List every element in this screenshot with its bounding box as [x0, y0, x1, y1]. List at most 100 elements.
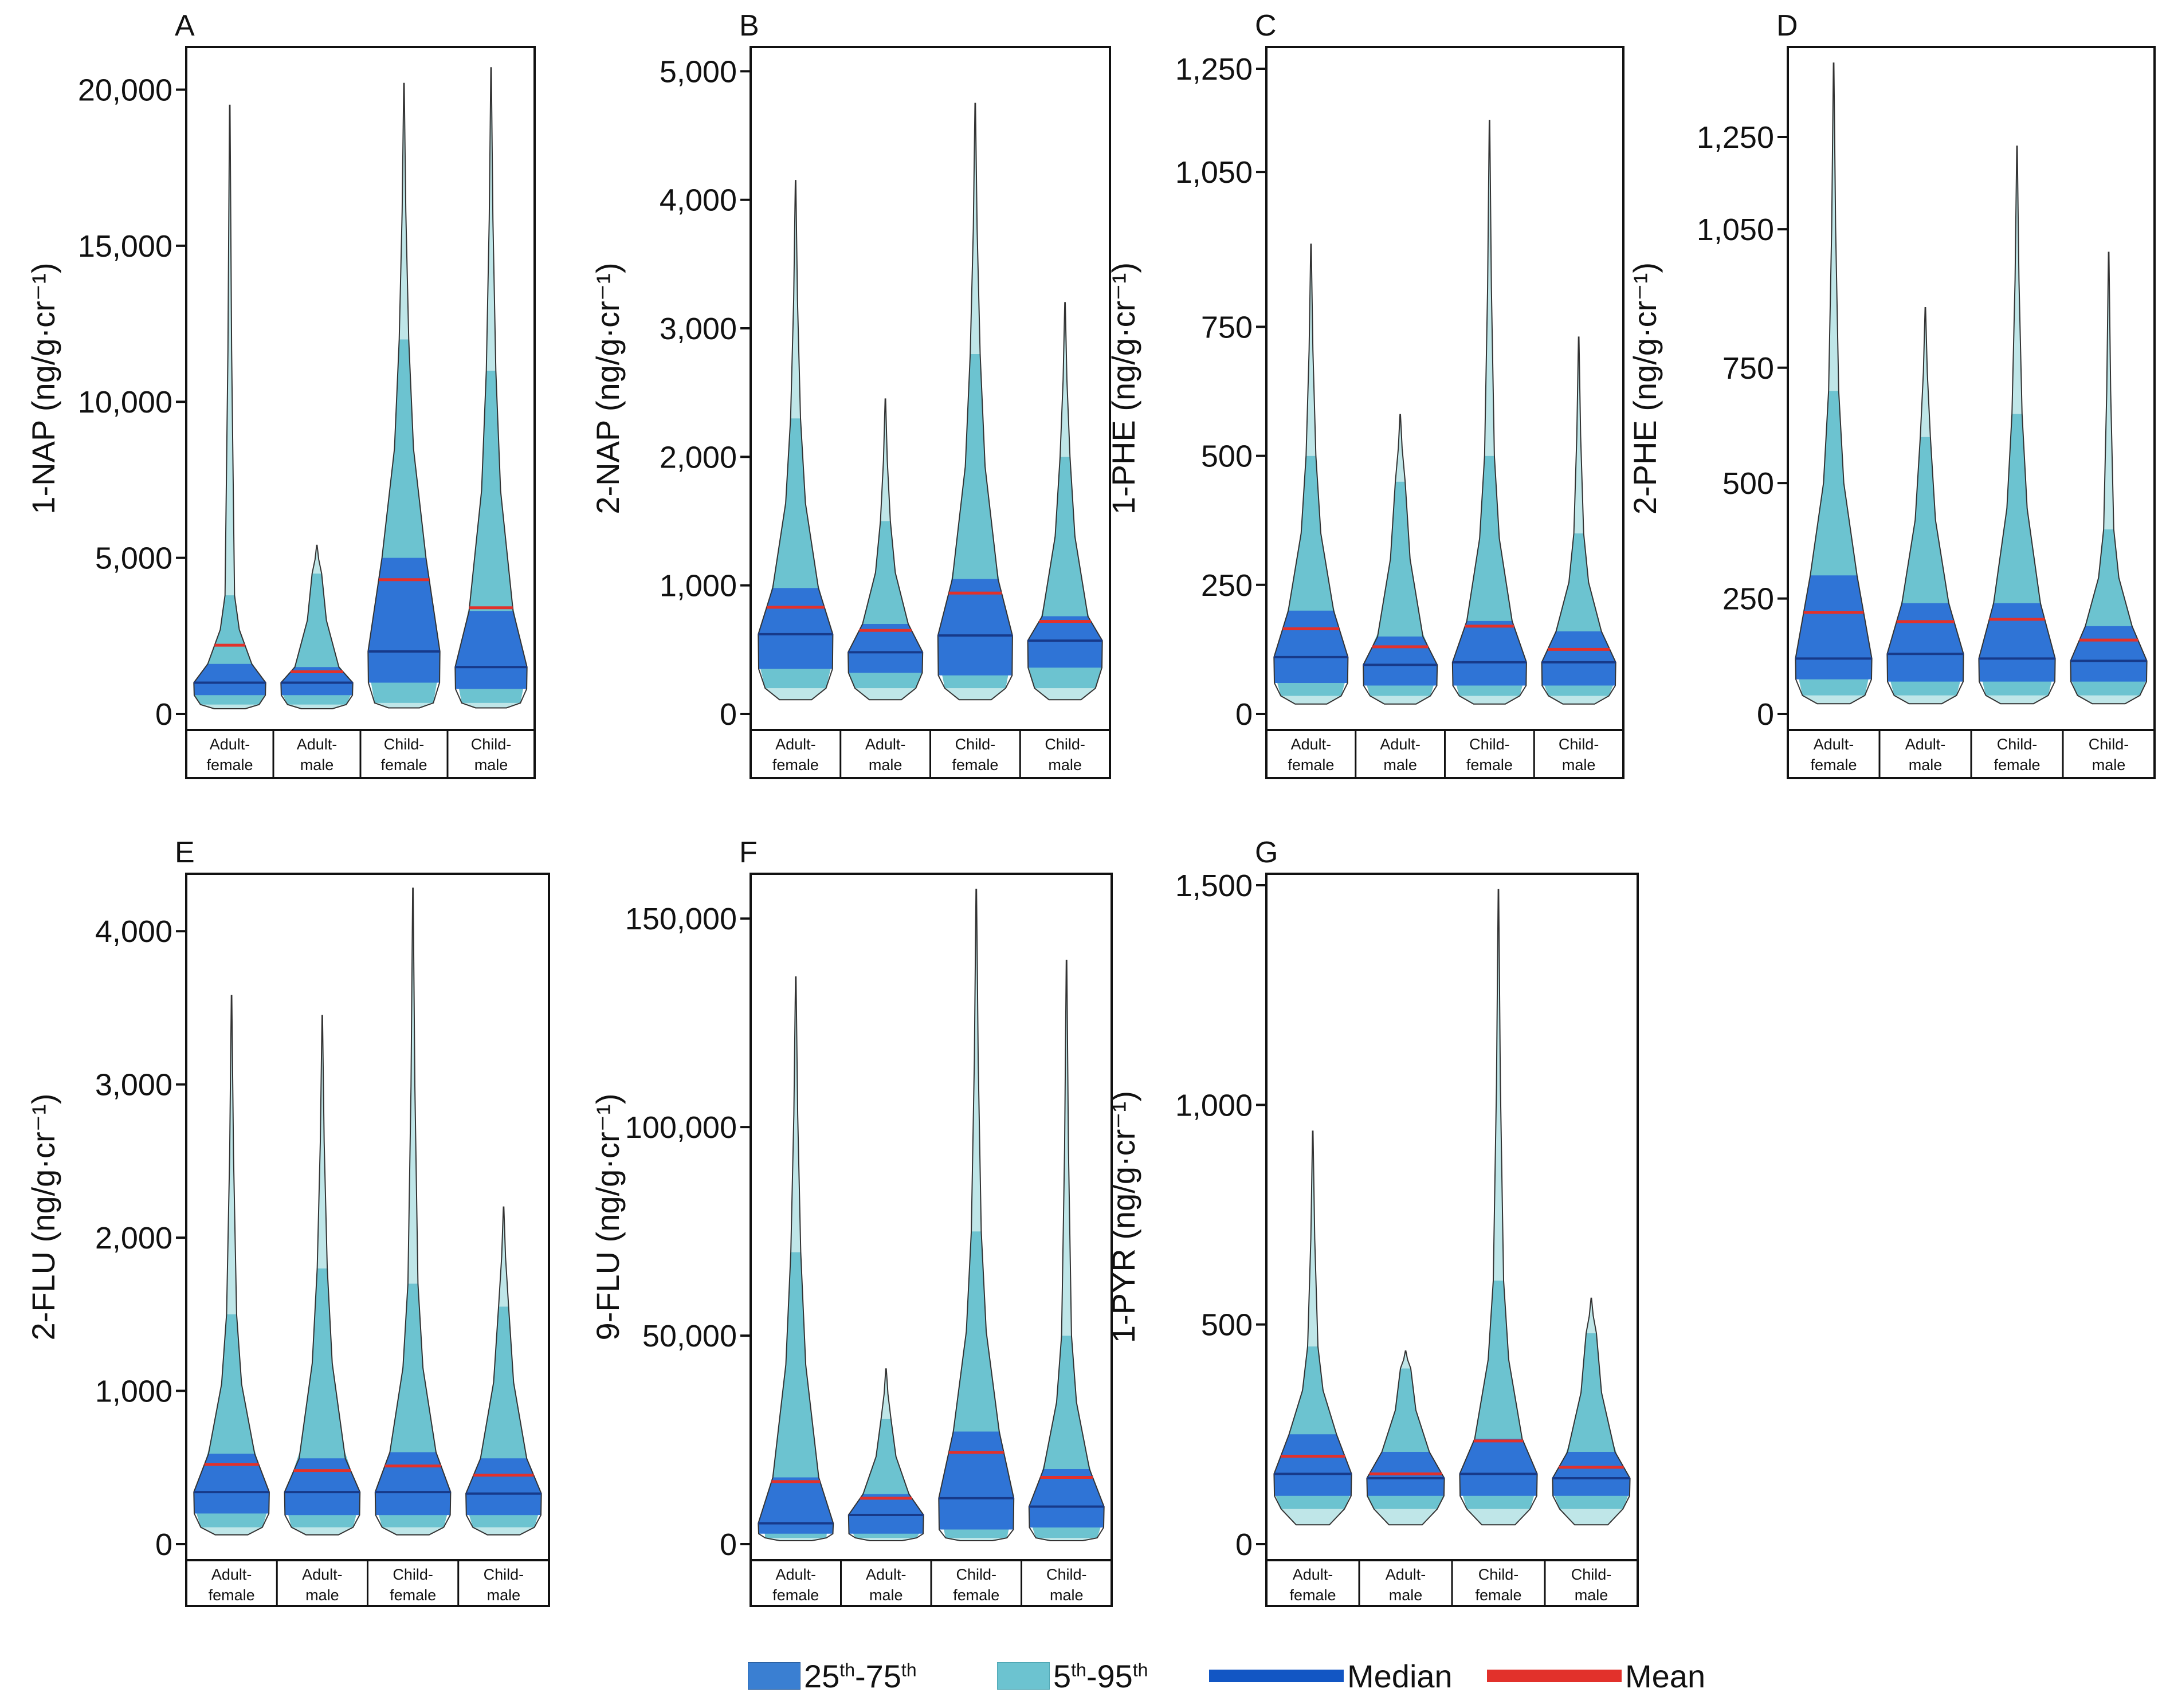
violin-25-75-band — [375, 1452, 451, 1515]
legend-swatch-median — [1209, 1670, 1344, 1682]
category-label-line2: male — [1562, 756, 1596, 773]
panel-letter: A — [175, 9, 195, 42]
y-tick-label: 0 — [720, 697, 737, 732]
violin-tail-band — [382, 1527, 444, 1535]
violin-upper-tail — [225, 105, 235, 595]
violin-upper-tail — [1920, 308, 1930, 437]
category-label-line1: Child- — [471, 736, 512, 753]
legend-swatch-iqr — [748, 1662, 801, 1690]
violin-upper-tail — [1060, 303, 1070, 457]
y-axis-label: 1-NAP (ng/g·cr⁻¹) — [25, 262, 61, 514]
violin-25-75-band — [1459, 1439, 1537, 1496]
violin-tail-band — [473, 1527, 535, 1535]
violin-outline — [758, 976, 834, 1541]
legend-label-range: 5th-95th — [1053, 1658, 1148, 1694]
violin-tail-band — [374, 702, 434, 708]
violin-upper-tail — [1484, 120, 1494, 456]
violin-tail-band — [765, 1538, 827, 1541]
category-label-line2: female — [953, 1587, 999, 1604]
category-label-line1: Adult- — [866, 1566, 907, 1583]
legend-swatch-range — [997, 1662, 1050, 1690]
y-tick-label: 2,000 — [660, 440, 737, 474]
category-label-line1: Adult- — [1380, 736, 1421, 753]
category-label-line1: Adult- — [210, 736, 250, 753]
violin-tail-band — [1466, 1509, 1531, 1525]
y-axis-label: 9-FLU (ng/g·cr⁻¹) — [590, 1094, 626, 1341]
panel-a: A 1-NAP (ng/g·cr⁻¹) 0 5,000 10,000 15,000 20,0… — [25, 9, 536, 779]
panel-letter: B — [739, 9, 759, 42]
violin-upper-tail — [1586, 1298, 1596, 1333]
y-tick-label: 20,000 — [78, 73, 172, 107]
violin-25-75-band — [466, 1458, 542, 1515]
violin-tail-band — [944, 688, 1006, 700]
violin-upper-tail — [1306, 244, 1316, 456]
violin-outline — [1451, 120, 1527, 705]
violin-tail-band — [201, 1527, 262, 1535]
violin-upper-tail — [790, 180, 801, 419]
y-tick-label: 150,000 — [625, 902, 737, 936]
violin-25-75-band — [281, 667, 353, 696]
violin-upper-tail — [971, 889, 982, 1232]
y-tick-label: 250 — [1201, 568, 1253, 603]
y-tick-label: 250 — [1722, 582, 1774, 617]
violin-tail-band — [855, 1538, 917, 1541]
category-label-line2: male — [869, 756, 902, 773]
category-label-line2: female — [209, 1587, 255, 1604]
category-label-line2: female — [1289, 1587, 1336, 1604]
category-label-line2: male — [1909, 756, 1943, 773]
y-tick-label: 4,000 — [660, 183, 737, 218]
category-label-line2: female — [206, 756, 253, 773]
violin-tail-band — [1459, 696, 1520, 704]
violin-upper-tail — [486, 68, 496, 371]
violin-25-75-band — [1027, 616, 1102, 668]
legend-item-mean: Mean — [1487, 1650, 1705, 1702]
violin-25-75-band — [1979, 603, 2055, 682]
category-label-line2: female — [1288, 756, 1334, 773]
legend-item-range: 5th-95th — [997, 1650, 1148, 1702]
category-label-line1: Adult- — [775, 1566, 816, 1583]
category-label-line1: Adult- — [865, 736, 906, 753]
category-label-line2: female — [772, 1587, 819, 1604]
y-tick-label: 1,250 — [1697, 120, 1774, 155]
violin-25-75-band — [194, 1454, 269, 1514]
category-label-line1: Adult- — [1814, 736, 1854, 753]
y-tick-label: 3,000 — [95, 1068, 172, 1102]
violin-upper-tail — [317, 1015, 328, 1269]
violin-upper-tail — [1574, 337, 1584, 533]
y-axis-label: 2-PHE (ng/g·cr⁻¹) — [1627, 262, 1663, 515]
violin-tail-band — [1035, 1538, 1097, 1541]
violin-tail-band — [855, 688, 916, 700]
y-tick-label: 0 — [720, 1528, 737, 1562]
category-label-line2: female — [1994, 756, 2040, 773]
violin-upper-tail — [1828, 63, 1839, 391]
category-label-line1: Child- — [1997, 736, 2038, 753]
category-label-line1: Child- — [1469, 736, 1510, 753]
violin-upper-tail — [1061, 960, 1072, 1336]
violin-upper-tail — [1493, 889, 1504, 1281]
violin-outline — [847, 1368, 924, 1541]
y-tick-label: 5,000 — [95, 541, 172, 576]
violin-outline — [938, 889, 1015, 1541]
y-tick-label: 10,000 — [78, 385, 172, 419]
violin-25-75-band — [937, 579, 1013, 676]
violin-tail-band — [1034, 688, 1096, 700]
violin-upper-tail — [499, 1207, 509, 1307]
category-label-line1: Child- — [2089, 736, 2129, 753]
category-label-line1: Adult- — [1293, 1566, 1333, 1583]
violin-upper-tail — [226, 995, 237, 1314]
violin-tail-band — [461, 702, 521, 708]
violin-25-75-band — [848, 624, 923, 673]
category-label-line1: Adult- — [1905, 736, 1946, 753]
category-label-line2: male — [1575, 1587, 1608, 1604]
panel-f: F 9-FLU (ng/g·cr⁻¹) 0 50,000 100,000 150,000 A… — [590, 836, 1113, 1607]
category-label-line2: male — [300, 756, 334, 773]
y-tick-label: 3,000 — [660, 312, 737, 346]
panel-c: C 1-PHE (ng/g·cr⁻¹) 0 250 500 750 1,050 1,250 Ad… — [1105, 9, 1624, 779]
category-label-line2: female — [390, 1587, 436, 1604]
violin-tail-band — [1374, 1509, 1438, 1525]
category-label-line2: male — [487, 1587, 521, 1604]
legend-label-mean: Mean — [1625, 1658, 1706, 1694]
violin-upper-tail — [1395, 414, 1406, 482]
y-tick-label: 0 — [1235, 697, 1253, 732]
violin-upper-tail — [399, 83, 409, 340]
